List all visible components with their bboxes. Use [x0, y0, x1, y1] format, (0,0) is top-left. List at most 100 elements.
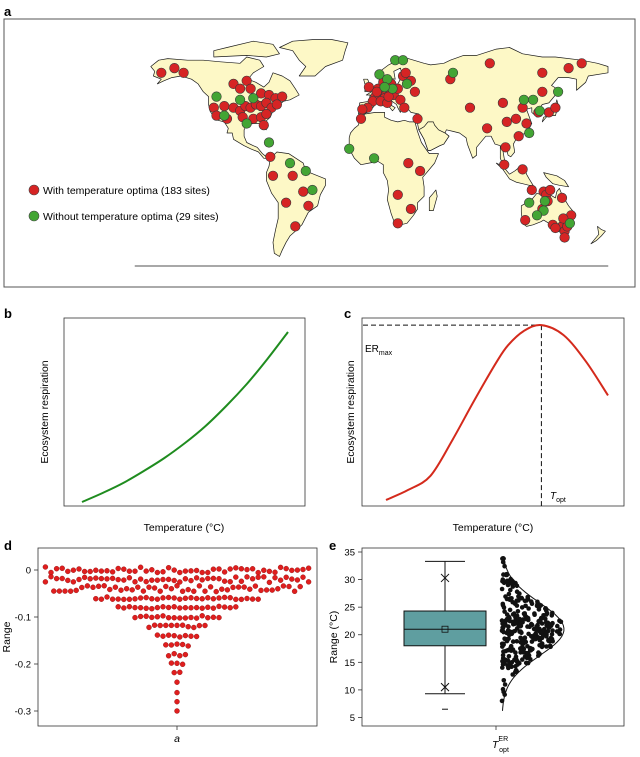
site-marker-with-30 [267, 170, 279, 181]
site-marker-with-103 [550, 222, 561, 234]
beeswarm-point [244, 574, 250, 580]
beeswarm-point [193, 633, 200, 640]
site-marker-with-35 [290, 221, 301, 232]
legend-with-label: With temperature optima (183 sites) [43, 185, 210, 197]
distribution-point [502, 623, 508, 628]
panel-e-ytick-label-3: 20 [344, 630, 355, 641]
distribution-point [544, 644, 549, 649]
beeswarm-point [171, 604, 177, 610]
beeswarm-point [221, 578, 228, 584]
distribution-point [544, 621, 549, 626]
beeswarm-point [70, 567, 77, 573]
beeswarm-point [42, 579, 49, 585]
site-marker-with-73 [521, 118, 532, 129]
distribution-point [520, 650, 526, 655]
beeswarm-point [289, 576, 295, 582]
distribution-point [537, 637, 543, 643]
beeswarm-point [275, 586, 281, 592]
site-marker-with-31 [287, 170, 298, 181]
distribution-point [501, 642, 506, 647]
distribution-point [537, 626, 542, 632]
distribution-point [515, 658, 520, 664]
box-iqr [403, 610, 487, 647]
site-marker-with-52 [363, 81, 375, 93]
site-marker-with-33 [303, 200, 314, 211]
distribution-point [514, 603, 520, 608]
beeswarm-point [233, 596, 239, 603]
beeswarm-point [174, 699, 180, 705]
beeswarm-point [261, 574, 267, 580]
beeswarm-point [123, 586, 130, 592]
beeswarm-point [129, 587, 135, 593]
beeswarm-point [193, 567, 200, 574]
distribution-point [557, 631, 563, 637]
beeswarm-point [165, 632, 172, 638]
site-marker-without-110 [284, 158, 296, 169]
distribution-point [525, 615, 531, 621]
beeswarm-point [157, 622, 163, 629]
site-marker-with-71 [510, 113, 522, 124]
distribution-point [513, 650, 518, 655]
beeswarm-point [261, 567, 267, 573]
beeswarm-point [98, 575, 105, 582]
distribution-point [557, 627, 563, 632]
beeswarm-point [115, 565, 121, 572]
panel-d-xlabel: a [174, 733, 180, 745]
legend-without-marker [28, 210, 40, 222]
distribution-point [508, 643, 514, 649]
beeswarm-point [65, 568, 71, 575]
beeswarm-point [177, 596, 183, 602]
beeswarm-point [182, 576, 189, 582]
beeswarm-point [294, 567, 301, 573]
beeswarm-point [98, 596, 105, 602]
beeswarm-point [126, 596, 133, 602]
distribution-point [518, 646, 523, 651]
site-marker-with-65 [405, 203, 417, 215]
beeswarm-point [199, 569, 205, 576]
beeswarm-point [59, 575, 65, 582]
panel-e-distribution-points [499, 556, 564, 704]
beeswarm-point [227, 595, 233, 601]
site-marker-with-59 [399, 102, 410, 113]
beeswarm-point [93, 596, 99, 602]
beeswarm-point [87, 576, 93, 582]
beeswarm-point [277, 564, 284, 571]
site-marker-with-10 [277, 91, 288, 102]
beeswarm-point [221, 604, 228, 610]
distribution-point [536, 618, 541, 624]
beeswarm-point [70, 579, 77, 585]
distribution-point [500, 578, 505, 584]
distribution-point [501, 678, 507, 683]
beeswarm-point [163, 642, 169, 648]
distribution-point [526, 606, 531, 611]
site-marker-with-56 [371, 86, 382, 97]
beeswarm-point [177, 653, 183, 659]
beeswarm-point [171, 651, 177, 657]
beeswarm-point [210, 605, 217, 611]
panel-d-ylabel: Range [1, 621, 13, 652]
distribution-point [522, 635, 528, 640]
beeswarm-point [269, 587, 275, 593]
site-marker-with-84 [500, 142, 511, 153]
beeswarm-point [132, 614, 138, 621]
beeswarm-point [154, 614, 161, 620]
site-marker-with-0 [156, 67, 167, 78]
greenland-landmass [279, 39, 349, 77]
beeswarm-point [224, 587, 231, 593]
site-marker-without-125 [552, 86, 564, 97]
site-marker-with-90 [545, 184, 556, 196]
beeswarm-point [53, 566, 60, 572]
distribution-point [507, 607, 513, 613]
box-percentile-cross-0 [440, 573, 450, 583]
beeswarm-point [280, 583, 287, 589]
distribution-point [508, 587, 513, 593]
beeswarm-point [188, 568, 194, 574]
panel-e-ytick-label-5: 30 [344, 575, 355, 586]
distribution-point [505, 628, 511, 633]
distribution-point [506, 591, 512, 597]
site-marker-without-122 [447, 67, 459, 78]
beeswarm-point [48, 574, 54, 580]
beeswarm-point [98, 568, 105, 574]
site-marker-without-121 [379, 81, 390, 93]
site-marker-with-12 [219, 100, 230, 112]
